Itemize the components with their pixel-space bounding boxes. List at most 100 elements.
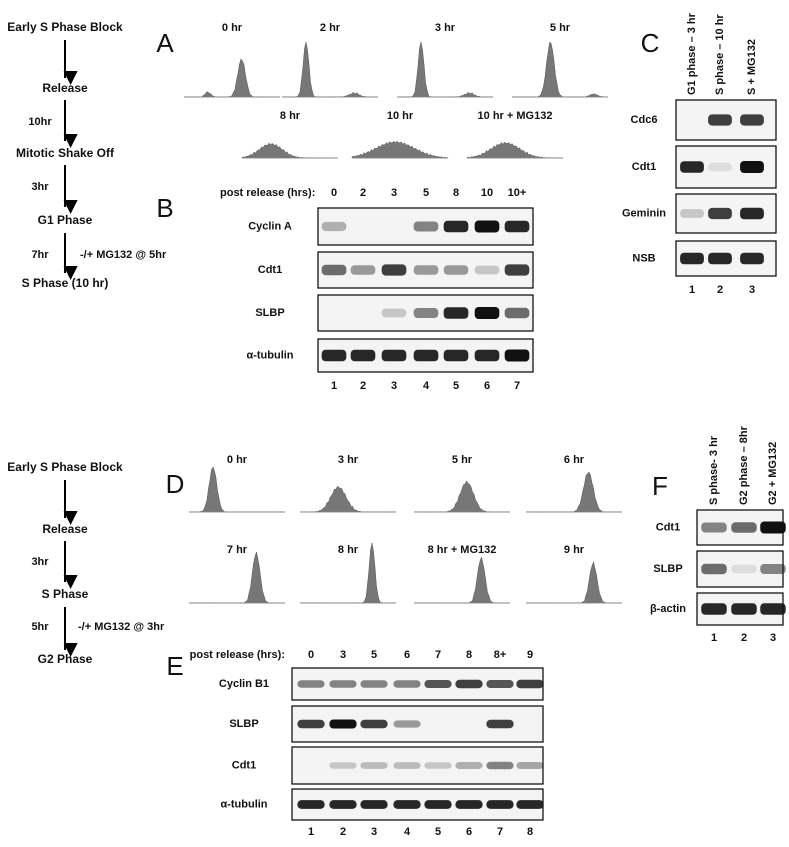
histogram-label: 5 hr <box>452 454 473 466</box>
lane-number: 5 <box>453 380 459 392</box>
flow-step: S Phase (10 hr) <box>22 276 109 290</box>
lane-label: 10+ <box>508 187 527 199</box>
panel-label: A <box>156 28 174 58</box>
lane-number: 4 <box>404 826 411 838</box>
band <box>701 563 727 575</box>
panel-label: E <box>166 651 183 681</box>
band <box>360 719 388 729</box>
band <box>321 264 347 276</box>
flow-step: G2 Phase <box>38 652 93 666</box>
flow-step: S Phase <box>42 587 89 601</box>
lane-label: 9 <box>527 649 533 661</box>
band <box>760 521 786 534</box>
blot-row-label: NSB <box>632 252 655 264</box>
lane-number: 3 <box>770 632 776 644</box>
band <box>760 603 786 615</box>
band <box>393 680 421 688</box>
band <box>760 564 786 574</box>
band <box>321 349 347 362</box>
lane-label: 0 <box>308 649 314 661</box>
histogram-label: 0 hr <box>222 22 243 34</box>
lane-number: 3 <box>749 284 755 296</box>
flow-step: Early S Phase Block <box>7 20 123 34</box>
blot-header: post release (hrs): <box>220 187 315 199</box>
histogram <box>511 42 608 98</box>
band <box>393 720 421 728</box>
lane-number: 6 <box>484 380 490 392</box>
lane-number: 8 <box>527 826 533 838</box>
histogram-label: 8 hr + MG132 <box>428 544 497 556</box>
lane-label: 8 <box>453 187 459 199</box>
histogram <box>241 142 338 159</box>
lane-number: 2 <box>360 380 366 392</box>
lane-number: 6 <box>466 826 472 838</box>
lane-label: 8+ <box>494 649 507 661</box>
band <box>701 522 727 533</box>
histogram <box>188 466 285 513</box>
histogram <box>351 140 449 159</box>
band <box>504 220 530 233</box>
lane-number: 7 <box>497 826 503 838</box>
flow-step: Release <box>42 522 88 536</box>
lane-number: 1 <box>711 632 717 644</box>
histogram <box>466 141 563 159</box>
band <box>486 679 514 689</box>
blot-row-label: Cyclin B1 <box>219 678 269 690</box>
band <box>360 680 388 688</box>
band <box>474 220 500 233</box>
blot <box>317 251 534 289</box>
blot-row-label: SLBP <box>229 718 258 730</box>
histogram <box>413 556 510 604</box>
band <box>350 265 376 275</box>
lane-number: 3 <box>371 826 377 838</box>
histogram <box>183 58 280 98</box>
band <box>708 252 732 265</box>
blot-row-label: Cdt1 <box>232 759 256 771</box>
blot-row-label: β-actin <box>650 603 686 615</box>
flow-time: 5hr <box>31 621 49 633</box>
blot-header: post release (hrs): <box>190 649 285 661</box>
histogram <box>525 471 622 513</box>
band <box>731 564 757 574</box>
histogram <box>281 41 378 98</box>
band <box>360 800 388 809</box>
flow-step: Mitotic Shake Off <box>16 146 115 160</box>
histogram-label: 7 hr <box>227 544 248 556</box>
blot-row-label: SLBP <box>653 563 682 575</box>
histogram <box>413 480 510 513</box>
column-label: G2 phase – 8hr <box>738 425 750 505</box>
column-label: S + MG132 <box>746 39 758 95</box>
lane-label: 7 <box>435 649 441 661</box>
histogram-label: 10 hr + MG132 <box>478 110 553 122</box>
band <box>381 308 407 318</box>
band <box>516 679 544 689</box>
flow-step: Early S Phase Block <box>7 460 123 474</box>
lane-number: 1 <box>308 826 314 838</box>
band <box>413 221 439 232</box>
histogram-label: 8 hr <box>280 110 301 122</box>
lane-label: 2 <box>360 187 366 199</box>
band <box>393 800 421 809</box>
band <box>424 762 452 769</box>
band <box>740 207 764 220</box>
blot-row-label: Cdt1 <box>258 264 282 276</box>
flow-time: 10hr <box>28 116 52 128</box>
histogram-label: 3 hr <box>338 454 359 466</box>
blot-row-label: α-tubulin <box>220 798 267 810</box>
lane-label: 6 <box>404 649 410 661</box>
band <box>474 349 500 362</box>
band <box>443 265 469 275</box>
band <box>350 349 376 362</box>
blot-row-label: SLBP <box>255 307 284 319</box>
band <box>701 603 727 615</box>
lane-number: 1 <box>689 284 695 296</box>
histogram-label: 0 hr <box>227 454 248 466</box>
histogram-label: 2 hr <box>320 22 341 34</box>
band <box>504 349 530 362</box>
histogram-label: 6 hr <box>564 454 585 466</box>
band <box>474 307 500 319</box>
band <box>680 161 704 173</box>
flow-time: 3hr <box>31 556 49 568</box>
histogram-label: 10 hr <box>387 110 414 122</box>
band <box>443 349 469 362</box>
